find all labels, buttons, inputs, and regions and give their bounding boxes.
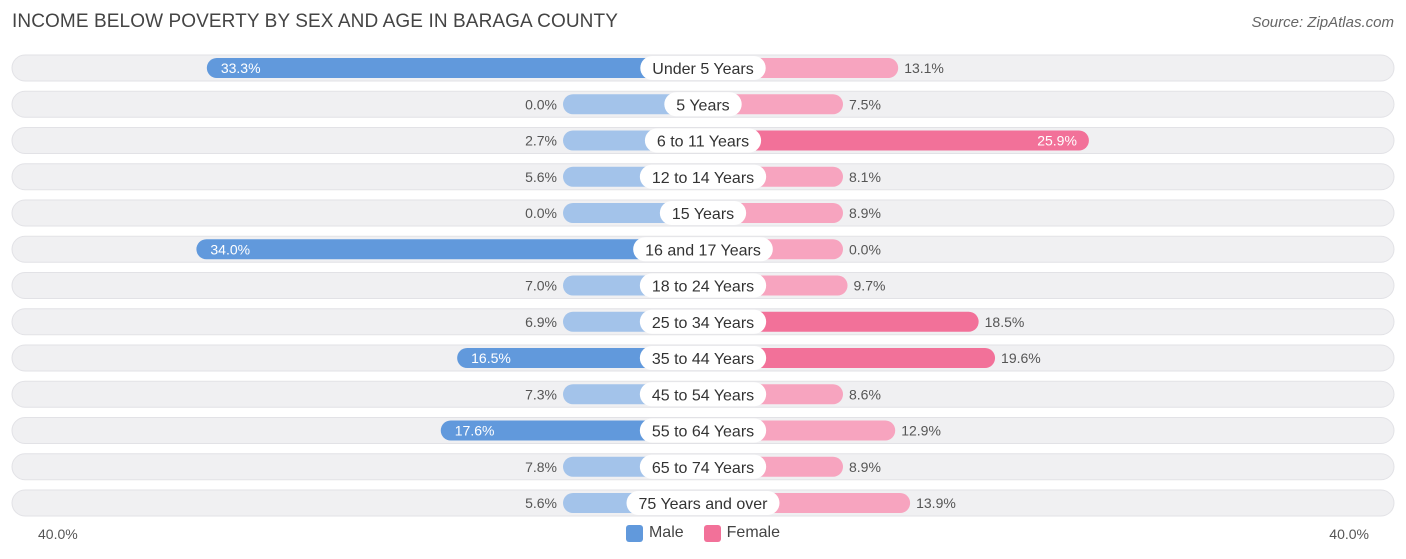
female-value-label: 9.7% [854,278,886,294]
axis-right-label: 40.0% [1329,526,1369,542]
category-label: 12 to 14 Years [652,170,754,187]
category-label: 35 to 44 Years [652,351,754,368]
female-value-label: 8.1% [849,169,881,185]
female-value-label: 8.6% [849,386,881,402]
category-pill [664,92,742,117]
category-label: 16 and 17 Years [645,242,761,259]
male-value-label: 5.6% [525,169,557,185]
female-bar [703,311,979,332]
female-bar [703,348,996,368]
female-value-label: 18.5% [985,314,1025,330]
female-value-label: 13.9% [916,495,956,511]
category-label: 25 to 34 Years [652,315,754,332]
category-label: 15 Years [672,206,734,223]
male-value-label: 0.0% [525,96,557,112]
category-label: 5 Years [676,97,729,114]
category-pill [659,201,747,225]
legend-female: Female [703,524,781,542]
male-value-label: 33.3% [221,60,261,76]
category-label: 6 to 11 Years [657,134,749,151]
category-label: Under 5 Years [652,61,753,78]
category-label: 65 to 74 Years [652,460,754,477]
female-value-label: 8.9% [849,205,881,221]
male-value-label: 17.6% [455,423,495,439]
axis-left-label: 40.0% [38,526,78,542]
male-value-label: 7.3% [525,386,557,402]
category-pill [633,237,773,262]
category-label: 18 to 24 Years [652,279,754,296]
female-value-label: 12.9% [901,423,941,439]
male-bar [206,58,703,78]
legend-male: Male [625,524,684,542]
female-value-label: 0.0% [849,241,881,257]
category-pill [644,128,762,153]
chart-area: 33.3% 13.1% Under 5 Years 0.0% 7.5% 5 Years 2.… [11,54,1395,517]
legend-male-swatch [625,524,643,542]
category-pill [639,346,767,370]
category-label: 55 to 64 Years [652,424,754,441]
female-value-label: 13.1% [904,60,944,76]
legend: Male Female [0,524,1406,542]
male-value-label: 16.5% [471,350,511,366]
category-pill [639,273,767,298]
category-pill [639,454,767,479]
male-value-label: 6.9% [525,314,557,330]
category-pill [640,56,766,80]
legend-male-label: Male [648,524,684,541]
female-bar [703,130,1089,151]
male-value-label: 7.8% [525,459,557,475]
category-pill [639,418,767,443]
male-value-label: 0.0% [525,205,557,221]
female-value-label: 8.9% [849,459,881,475]
female-value-label: 7.5% [849,96,881,112]
category-label: 45 to 54 Years [652,387,754,404]
category-pill [639,309,767,334]
source-credit: Source: ZipAtlas.com [1251,14,1394,31]
female-value-label: 25.9% [1037,133,1077,149]
category-pill [626,491,780,515]
male-value-label: 7.0% [525,278,557,294]
chart-title: INCOME BELOW POVERTY BY SEX AND AGE IN B… [12,11,618,32]
legend-female-label: Female [726,524,781,541]
category-pill [639,164,767,189]
male-value-label: 34.0% [210,241,250,257]
male-bar [440,420,703,441]
legend-female-swatch [703,524,721,542]
male-bar [196,239,703,260]
male-value-label: 5.6% [525,495,557,511]
male-value-label: 2.7% [525,133,557,149]
category-pill [639,382,767,407]
category-label: 75 Years and over [639,496,769,513]
female-value-label: 19.6% [1001,350,1041,366]
